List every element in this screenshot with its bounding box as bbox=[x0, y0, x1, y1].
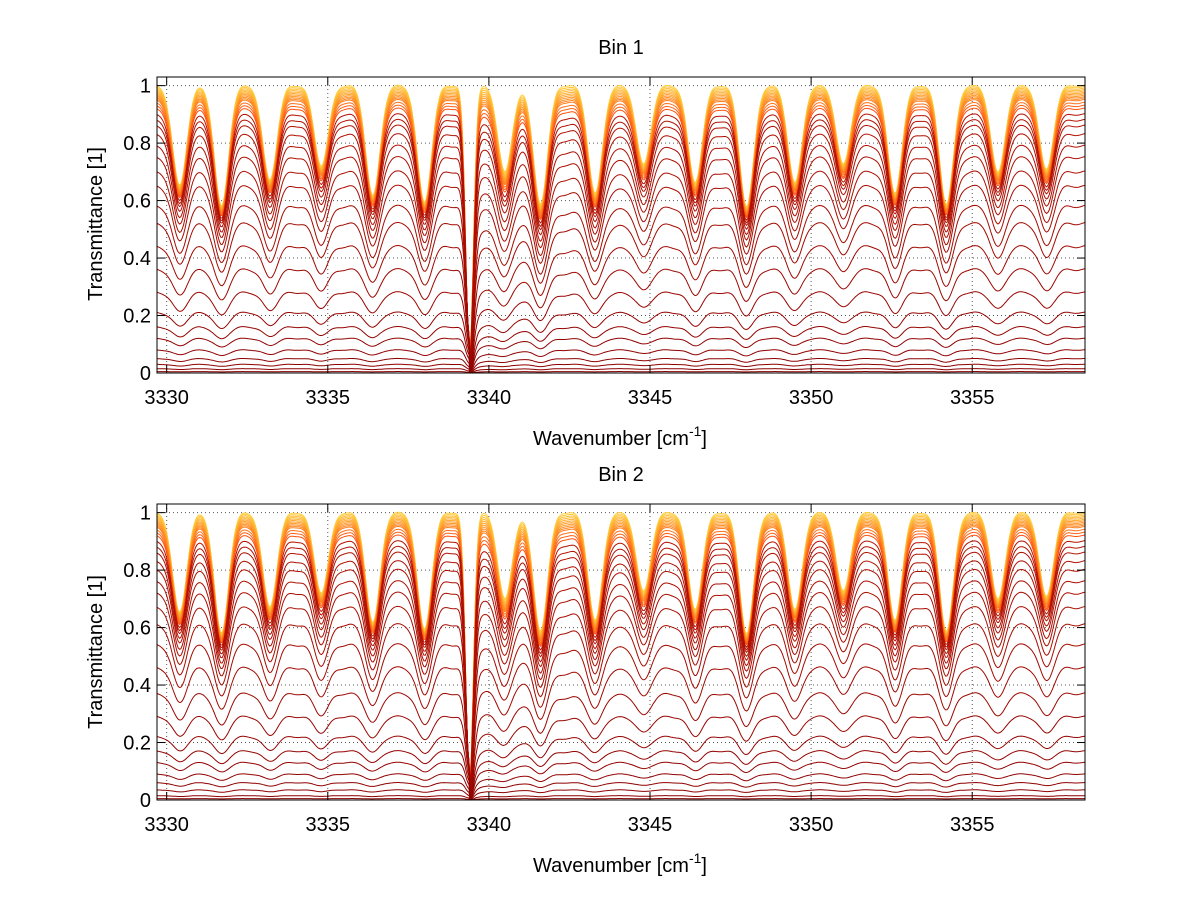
x-tick-label: 3335 bbox=[306, 814, 351, 836]
y-tick-label: 1 bbox=[140, 76, 151, 98]
spectrum-line-21 bbox=[156, 591, 1086, 790]
panel-bin-2: Bin 2 3330 3335 3340 3345 3350 3355 0 0.2 0.4 0.6… bbox=[85, 464, 1086, 877]
spectrum-line-23 bbox=[156, 204, 1086, 366]
spectrum-line-26 bbox=[156, 268, 1086, 370]
x-tick-label: 3340 bbox=[467, 387, 512, 409]
y-axis-label-bin-1: Transmittance [1] bbox=[85, 147, 107, 301]
axes-box bbox=[156, 76, 1086, 374]
plot-area-bin-1: 3330 3335 3340 3345 3350 3355 0 0.2 0.4 0.6 0.8 1 bbox=[123, 76, 1086, 409]
x-axis-label-bin-1: Wavenumber [cm-1] bbox=[533, 423, 707, 450]
plot-area-bin-2: 3330 3335 3340 3345 3350 3355 0 0.2 0.4 0.6 0.8 1 bbox=[123, 503, 1086, 836]
spectrum-line-35 bbox=[157, 798, 1086, 801]
spectrum-line-17 bbox=[156, 551, 1086, 786]
spectrum-line-19 bbox=[156, 144, 1086, 361]
x-axis-label-bin-2: Wavenumber [cm-1] bbox=[533, 850, 707, 877]
spectrum-line-26 bbox=[156, 692, 1086, 797]
spectrum-line-17 bbox=[156, 124, 1086, 359]
y-tick-label: 0 bbox=[140, 363, 151, 385]
spectrum-line-19 bbox=[156, 568, 1086, 787]
y-tick-label: 0.2 bbox=[123, 733, 151, 755]
spectrum-line-14 bbox=[156, 107, 1086, 357]
y-axis-label-bin-2: Transmittance [1] bbox=[85, 575, 107, 729]
spectrum-line-15 bbox=[156, 113, 1086, 357]
spectrum-line-32 bbox=[156, 781, 1085, 801]
x-tick-label: 3355 bbox=[950, 814, 995, 836]
spectrum-line-25 bbox=[156, 244, 1086, 369]
y-tick-label: 0.4 bbox=[123, 675, 151, 697]
x-tick-label: 3330 bbox=[144, 387, 189, 409]
x-tick-label: 3345 bbox=[628, 814, 673, 836]
x-tick-label: 3330 bbox=[144, 814, 189, 836]
spectrum-line-34 bbox=[157, 795, 1086, 801]
panel-bin-1: Bin 1 3330 3335 3340 3345 3350 3355 0 0.2 0.4 0.6… bbox=[85, 37, 1086, 450]
x-tick-label: 3355 bbox=[950, 387, 995, 409]
spectrum-line-16 bbox=[156, 118, 1086, 358]
chart-title-bin-2: Bin 2 bbox=[598, 464, 644, 486]
y-tick-label: 1 bbox=[140, 503, 151, 525]
y-tick-label: 0 bbox=[140, 790, 151, 812]
spectrum-line-22 bbox=[156, 605, 1086, 791]
spectrum-line-30 bbox=[156, 761, 1086, 800]
spectrum-line-27 bbox=[156, 715, 1086, 798]
spectrum-line-24 bbox=[156, 643, 1086, 794]
chart-title-bin-1: Bin 1 bbox=[598, 37, 644, 59]
spectrum-line-28 bbox=[156, 311, 1086, 372]
y-tick-label: 0.8 bbox=[123, 560, 151, 582]
spectrum-line-25 bbox=[156, 666, 1086, 795]
spectrum-line-14 bbox=[156, 534, 1086, 784]
spectrum-line-22 bbox=[156, 184, 1086, 364]
spectrum-line-27 bbox=[156, 291, 1086, 371]
x-tick-label: 3340 bbox=[467, 814, 512, 836]
axes-box bbox=[156, 503, 1086, 801]
y-tick-label: 0.2 bbox=[123, 306, 151, 328]
spectrum-line-31 bbox=[156, 773, 1086, 801]
y-tick-label: 0.6 bbox=[123, 618, 151, 640]
spectrum-line-33 bbox=[156, 363, 1085, 374]
x-tick-label: 3345 bbox=[628, 387, 673, 409]
spectrum-line-35 bbox=[157, 371, 1086, 374]
x-tick-label: 3350 bbox=[789, 387, 834, 409]
spectrum-line-33 bbox=[156, 789, 1086, 801]
spectrum-line-18 bbox=[156, 133, 1086, 360]
y-tick-label: 0.6 bbox=[123, 191, 151, 213]
spectrum-line-21 bbox=[156, 170, 1086, 363]
spectrum-line-29 bbox=[156, 326, 1086, 372]
y-tick-label: 0.8 bbox=[123, 133, 151, 155]
spectrum-line-28 bbox=[156, 735, 1086, 799]
x-tick-label: 3350 bbox=[789, 814, 834, 836]
spectrum-line-15 bbox=[156, 540, 1086, 784]
spectrum-line-20 bbox=[156, 156, 1086, 362]
spectrum-line-32 bbox=[156, 357, 1085, 374]
x-tick-label: 3335 bbox=[306, 387, 351, 409]
spectrum-line-29 bbox=[156, 750, 1086, 799]
spectrum-line-30 bbox=[156, 337, 1086, 374]
y-tick-label: 0.4 bbox=[123, 248, 151, 270]
spectrum-line-18 bbox=[156, 560, 1086, 787]
spectrum-line-16 bbox=[156, 545, 1086, 785]
spectrum-line-20 bbox=[156, 580, 1086, 789]
spectrum-line-34 bbox=[157, 368, 1086, 374]
spectrum-line-23 bbox=[156, 623, 1086, 792]
spectrum-line-24 bbox=[156, 222, 1086, 367]
spectrum-line-31 bbox=[156, 349, 1085, 374]
